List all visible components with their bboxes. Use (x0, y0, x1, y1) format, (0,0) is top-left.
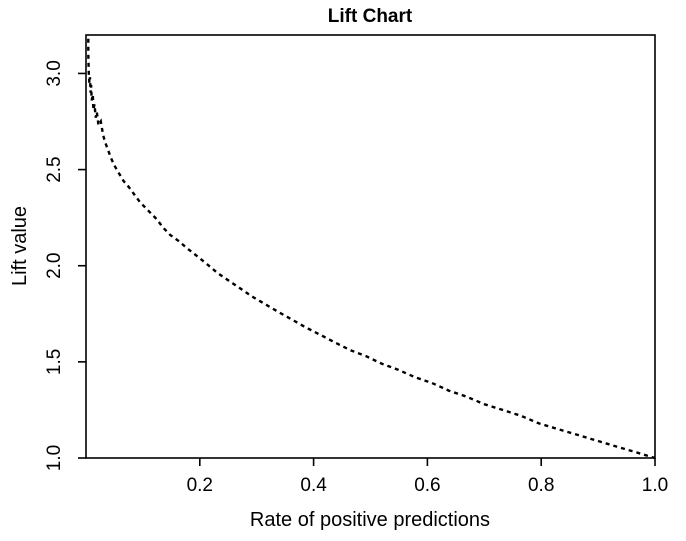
x-tick-label: 0.6 (414, 475, 440, 496)
x-tick-label: 0.8 (528, 475, 554, 496)
y-tick-label: 2.0 (44, 253, 65, 279)
x-axis-label: Rate of positive predictions (250, 509, 490, 531)
y-tick-label: 1.5 (44, 349, 65, 375)
y-tick-label: 2.5 (44, 156, 65, 182)
x-tick-label: 0.4 (300, 475, 327, 496)
plot-box (85, 34, 656, 459)
lift-curve (87, 38, 656, 460)
y-axis: 1.0 1.5 2.0 2.5 3.0 (44, 60, 86, 471)
x-axis: 0.2 0.4 0.6 0.8 1.0 (187, 458, 668, 496)
y-tick-label: 1.0 (44, 445, 65, 471)
x-tick-label: 1.0 (642, 475, 668, 496)
y-axis-label: Lift value (9, 206, 31, 286)
x-tick-label: 0.2 (187, 475, 213, 496)
y-tick-label: 3.0 (44, 60, 65, 86)
chart-title: Lift Chart (328, 6, 413, 27)
